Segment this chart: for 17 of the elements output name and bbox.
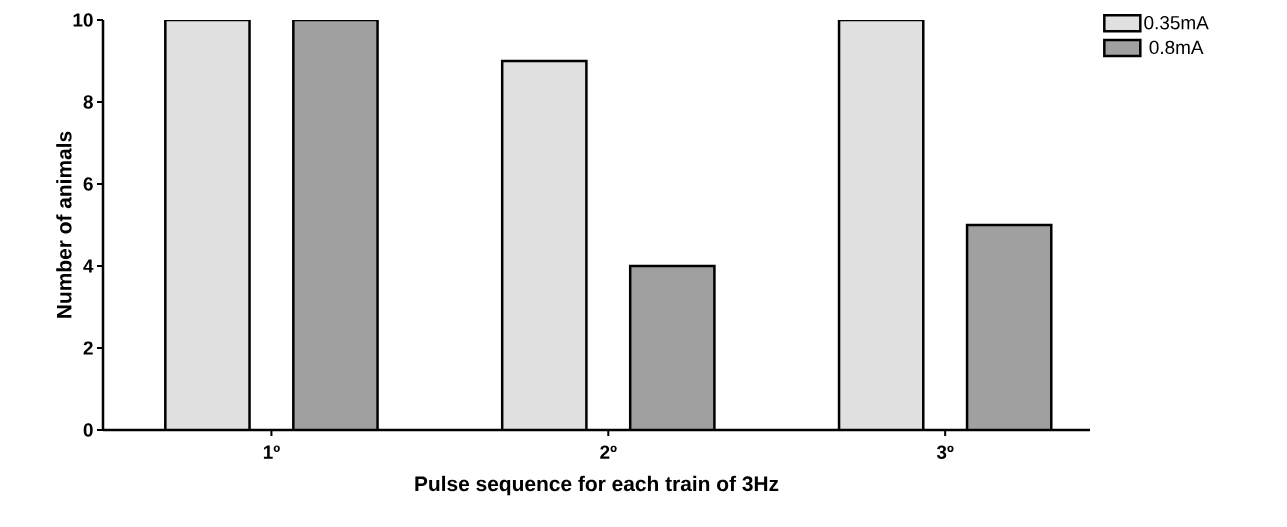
- x-tick-label: 2º: [600, 445, 617, 459]
- x-axis-title: Pulse sequence for each train of 3Hz: [415, 475, 779, 496]
- y-tick-label: 8: [83, 95, 93, 109]
- bar: [630, 266, 715, 430]
- bar: [502, 61, 587, 430]
- y-tick-label: 0: [83, 423, 93, 437]
- y-tick-label: 2: [83, 341, 93, 355]
- x-tick-label: 3º: [936, 445, 954, 459]
- x-tick-label: 1º: [263, 445, 280, 459]
- y-tick-label: 10: [73, 13, 93, 27]
- legend-label: 0.8mA: [1149, 40, 1204, 55]
- bar: [293, 19, 378, 430]
- bar: [165, 19, 250, 430]
- legend-label: 0.35mA: [1144, 15, 1209, 30]
- y-tick-label: 4: [83, 259, 94, 273]
- y-tick-label: 6: [83, 177, 93, 191]
- y-axis-title: Number of animals: [56, 131, 72, 318]
